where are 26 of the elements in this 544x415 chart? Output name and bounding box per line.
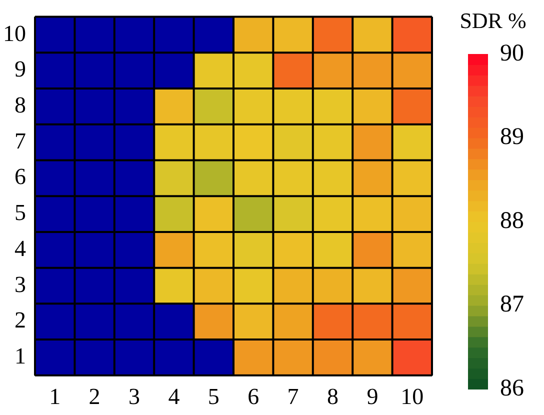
color-bar-label: 87 [500,292,524,318]
x-tick-label: 4 [168,384,180,410]
x-tick-label: 3 [128,384,140,410]
y-tick-label: 5 [14,200,26,226]
x-tick-label: 5 [208,384,220,410]
y-tick-label: 4 [14,236,26,261]
color-bar-label: 88 [500,208,524,234]
color-bar-label: 86 [500,375,524,402]
y-tick-label: 1 [14,344,26,369]
y-tick-label: 10 [3,20,26,46]
color-bar-title: SDR % [460,8,526,33]
y-tick-label: 7 [14,128,26,154]
x-tick-label: 7 [287,384,299,410]
y-tick-label: 2 [14,308,26,333]
y-tick-label: 9 [14,56,26,82]
y-tick-label: 3 [14,272,26,297]
x-tick-label: 1 [49,384,61,410]
color-bar-label: 90 [500,40,524,66]
y-tick-label: 6 [14,164,26,190]
x-tick-label: 6 [248,384,260,410]
x-tick-label: 9 [366,384,378,410]
x-tick-label: 8 [327,384,338,410]
x-tick-label: 10 [400,384,424,410]
x-tick-label: 2 [88,384,100,410]
y-tick-label: 8 [14,92,26,118]
color-bar-label: 89 [500,124,524,150]
